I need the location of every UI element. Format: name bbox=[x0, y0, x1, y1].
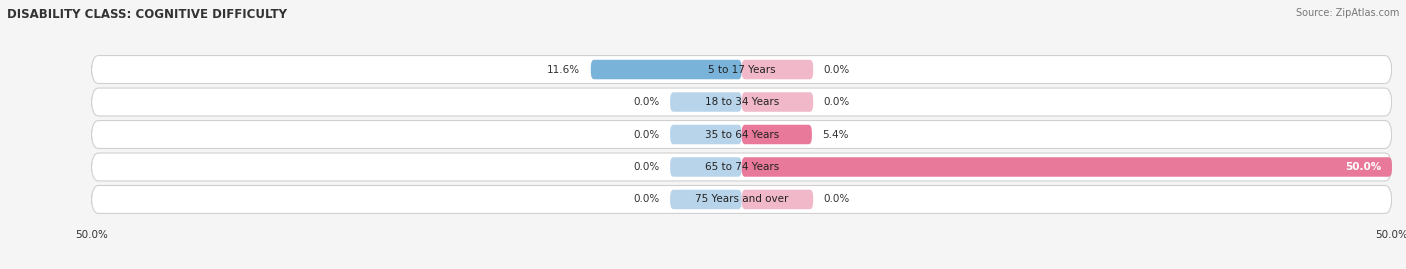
FancyBboxPatch shape bbox=[591, 60, 742, 79]
Text: 0.0%: 0.0% bbox=[634, 162, 659, 172]
Text: 0.0%: 0.0% bbox=[634, 194, 659, 204]
FancyBboxPatch shape bbox=[742, 157, 1392, 177]
Text: 0.0%: 0.0% bbox=[634, 129, 659, 140]
FancyBboxPatch shape bbox=[671, 157, 742, 177]
Text: 18 to 34 Years: 18 to 34 Years bbox=[704, 97, 779, 107]
Text: Source: ZipAtlas.com: Source: ZipAtlas.com bbox=[1295, 8, 1399, 18]
Text: 65 to 74 Years: 65 to 74 Years bbox=[704, 162, 779, 172]
Text: 5.4%: 5.4% bbox=[823, 129, 849, 140]
Text: 0.0%: 0.0% bbox=[824, 65, 849, 75]
Text: 35 to 64 Years: 35 to 64 Years bbox=[704, 129, 779, 140]
FancyBboxPatch shape bbox=[742, 60, 813, 79]
FancyBboxPatch shape bbox=[671, 190, 742, 209]
FancyBboxPatch shape bbox=[671, 92, 742, 112]
FancyBboxPatch shape bbox=[671, 125, 742, 144]
FancyBboxPatch shape bbox=[91, 121, 1392, 148]
Text: DISABILITY CLASS: COGNITIVE DIFFICULTY: DISABILITY CLASS: COGNITIVE DIFFICULTY bbox=[7, 8, 287, 21]
Text: 75 Years and over: 75 Years and over bbox=[695, 194, 789, 204]
FancyBboxPatch shape bbox=[91, 186, 1392, 213]
Text: 0.0%: 0.0% bbox=[824, 194, 849, 204]
Text: 11.6%: 11.6% bbox=[547, 65, 581, 75]
FancyBboxPatch shape bbox=[742, 92, 813, 112]
Text: 0.0%: 0.0% bbox=[824, 97, 849, 107]
FancyBboxPatch shape bbox=[91, 88, 1392, 116]
FancyBboxPatch shape bbox=[742, 125, 811, 144]
Text: 5 to 17 Years: 5 to 17 Years bbox=[707, 65, 776, 75]
FancyBboxPatch shape bbox=[742, 190, 813, 209]
Text: 0.0%: 0.0% bbox=[634, 97, 659, 107]
FancyBboxPatch shape bbox=[91, 153, 1392, 181]
FancyBboxPatch shape bbox=[91, 56, 1392, 83]
Text: 50.0%: 50.0% bbox=[1346, 162, 1382, 172]
